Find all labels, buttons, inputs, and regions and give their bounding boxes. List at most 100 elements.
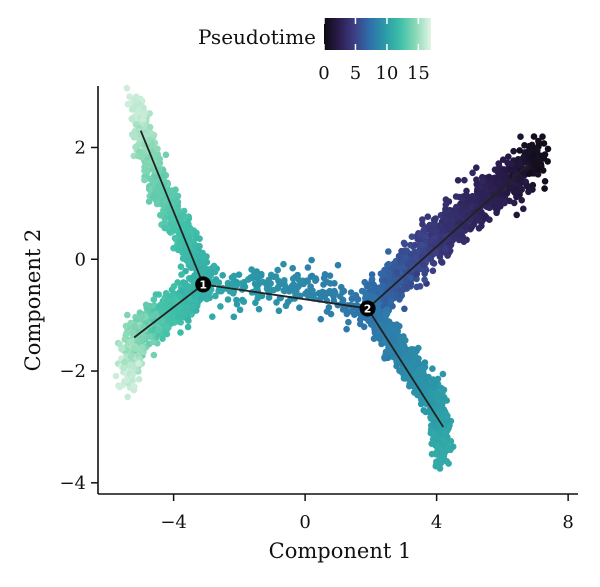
data-point <box>429 365 436 373</box>
data-point <box>525 170 533 177</box>
data-point <box>358 313 365 321</box>
trajectory-edge <box>139 130 205 285</box>
data-point <box>148 130 155 137</box>
data-point <box>454 177 462 184</box>
data-point <box>339 298 346 306</box>
data-point <box>131 345 138 352</box>
data-point <box>248 266 255 273</box>
y-tick-label: 0 <box>75 249 86 270</box>
data-point <box>386 270 393 277</box>
data-point <box>139 313 146 320</box>
data-point <box>282 283 289 290</box>
legend-tick-label: 15 <box>407 63 430 84</box>
data-point <box>517 185 525 193</box>
data-point <box>272 273 280 280</box>
data-point <box>135 360 142 367</box>
data-point <box>167 221 175 228</box>
data-point <box>121 358 128 366</box>
data-point <box>343 325 350 333</box>
data-point <box>533 146 541 153</box>
data-point <box>379 282 387 290</box>
data-point <box>461 223 469 230</box>
data-point <box>424 213 432 220</box>
data-point <box>334 261 342 269</box>
legend-ticks: 0 5 10 15 <box>318 18 430 84</box>
data-point <box>178 313 186 320</box>
data-point <box>215 279 223 286</box>
data-point <box>505 153 512 160</box>
data-point <box>170 283 178 290</box>
data-point <box>139 334 146 342</box>
data-point <box>129 329 137 337</box>
data-point <box>207 269 214 276</box>
data-point <box>439 370 447 378</box>
data-point <box>443 417 451 425</box>
data-point <box>441 430 448 438</box>
y-axis-ticks: 2 0 −2 −4 <box>59 137 98 494</box>
data-point <box>317 315 325 323</box>
data-point <box>489 186 497 193</box>
data-point <box>150 351 158 359</box>
y-tick-label: −2 <box>59 361 86 382</box>
data-point <box>516 173 523 181</box>
data-point <box>229 290 237 297</box>
data-point <box>393 268 401 276</box>
data-point <box>429 390 436 398</box>
data-point <box>176 304 184 311</box>
data-point <box>126 93 133 100</box>
data-point <box>240 283 248 290</box>
data-point <box>189 303 197 311</box>
data-point <box>304 264 312 271</box>
data-point <box>434 375 442 383</box>
data-point <box>212 292 219 300</box>
data-point <box>155 291 162 298</box>
data-point <box>140 104 147 111</box>
data-point <box>525 148 532 156</box>
data-point <box>461 176 468 184</box>
data-point <box>510 147 517 155</box>
data-point <box>288 282 296 290</box>
data-point <box>374 284 382 292</box>
data-point <box>530 133 538 140</box>
data-point <box>185 283 193 290</box>
data-point <box>511 199 518 207</box>
data-point <box>413 270 421 278</box>
data-point <box>415 373 423 381</box>
data-point <box>469 169 476 177</box>
data-point <box>492 205 500 213</box>
data-point <box>339 288 346 296</box>
data-point <box>289 275 297 283</box>
data-point <box>347 308 355 315</box>
data-point <box>399 258 406 265</box>
data-point <box>432 239 440 246</box>
data-point <box>150 338 157 346</box>
data-point <box>434 443 442 450</box>
data-point <box>517 133 524 140</box>
legend-tick-label: 0 <box>318 63 329 84</box>
data-point <box>448 224 455 231</box>
data-point <box>134 109 142 116</box>
data-point <box>398 334 406 342</box>
data-point <box>513 193 520 201</box>
data-point <box>534 171 542 178</box>
data-point <box>112 372 120 380</box>
data-point <box>141 176 148 184</box>
data-point <box>541 185 548 192</box>
data-point <box>142 162 150 169</box>
data-point <box>502 173 509 181</box>
data-point <box>453 214 461 222</box>
data-point <box>167 215 174 222</box>
data-point <box>435 456 443 464</box>
data-point <box>432 462 440 470</box>
data-point <box>128 352 135 359</box>
data-point <box>415 355 422 362</box>
data-point <box>218 287 225 295</box>
data-point <box>396 322 403 330</box>
data-point <box>470 211 478 219</box>
data-point <box>544 145 552 153</box>
data-point <box>538 152 546 160</box>
data-point <box>235 271 243 279</box>
data-point <box>404 357 412 365</box>
data-point <box>420 248 428 256</box>
